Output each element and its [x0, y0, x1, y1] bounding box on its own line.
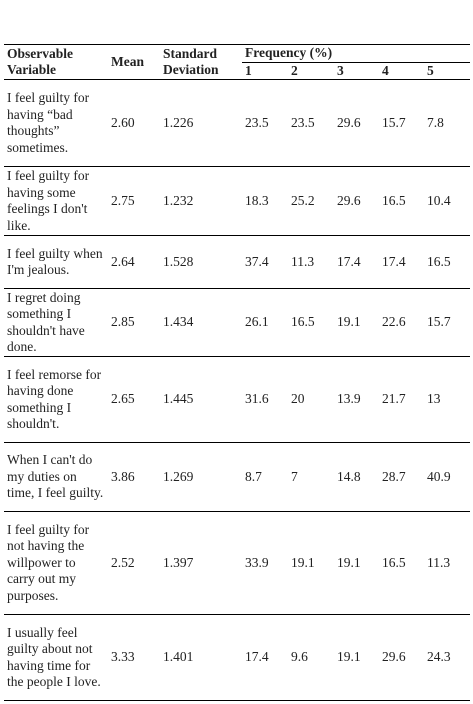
variable-cell: I feel guilty for having some feelings I…	[4, 166, 108, 236]
value-cell: 15.7	[424, 288, 470, 357]
header-level: 3	[334, 62, 379, 80]
header-variable: Observable Variable	[4, 44, 108, 80]
header-level: 1	[242, 62, 288, 80]
value-cell: 16.5	[379, 511, 424, 615]
value-cell: 2.65	[108, 356, 160, 443]
value-cell: 11.3	[424, 511, 470, 615]
value-cell: 17.4	[379, 235, 424, 289]
value-cell: 9.6	[288, 614, 334, 701]
value-cell: 1.226	[160, 79, 242, 167]
header-mean: Mean	[108, 44, 160, 80]
value-cell: 15.7	[379, 79, 424, 167]
value-cell: 16.5	[288, 288, 334, 357]
value-cell: 20	[288, 356, 334, 443]
value-cell: 7	[288, 442, 334, 512]
header-level: 5	[424, 62, 470, 80]
value-cell: 18.3	[242, 166, 288, 236]
value-cell: 1.269	[160, 442, 242, 512]
value-cell: 17.4	[334, 235, 379, 289]
variable-cell: When I can't do my duties on time, I fee…	[4, 442, 108, 512]
value-cell: 16.5	[379, 166, 424, 236]
value-cell: 29.6	[334, 166, 379, 236]
value-cell: 1.528	[160, 235, 242, 289]
value-cell: 31.6	[242, 356, 288, 443]
header-level: 2	[288, 62, 334, 80]
table-row: When I can't do my duties on time, I fee…	[4, 442, 470, 512]
value-cell: 11.3	[288, 235, 334, 289]
table-row: I feel guilty when I'm jealous. 2.64 1.528…	[4, 235, 470, 289]
value-cell: 29.6	[334, 79, 379, 167]
value-cell: 25.2	[288, 166, 334, 236]
value-cell: 1.401	[160, 614, 242, 701]
value-cell: 1.445	[160, 356, 242, 443]
value-cell: 19.1	[334, 288, 379, 357]
variable-cell: I usually feel guilty about not having t…	[4, 614, 108, 701]
value-cell: 29.6	[379, 614, 424, 701]
table-row: I feel guilty for not having the willpow…	[4, 511, 470, 615]
value-cell: 23.5	[288, 79, 334, 167]
variable-cell: I regret doing something I shouldn't hav…	[4, 288, 108, 357]
data-table: Observable Variable Mean Standard Deviat…	[4, 44, 470, 701]
value-cell: 8.7	[242, 442, 288, 512]
table-row: I usually feel guilty about not having t…	[4, 614, 470, 701]
value-cell: 28.7	[379, 442, 424, 512]
variable-cell: I feel remorse for having done something…	[4, 356, 108, 443]
value-cell: 2.60	[108, 79, 160, 167]
table-row: I feel guilty for having some feelings I…	[4, 166, 470, 236]
value-cell: 23.5	[242, 79, 288, 167]
value-cell: 1.397	[160, 511, 242, 615]
table-row: I regret doing something I shouldn't hav…	[4, 288, 470, 357]
value-cell: 2.75	[108, 166, 160, 236]
value-cell: 24.3	[424, 614, 470, 701]
value-cell: 3.86	[108, 442, 160, 512]
value-cell: 7.8	[424, 79, 470, 167]
value-cell: 26.1	[242, 288, 288, 357]
variable-cell: I feel guilty when I'm jealous.	[4, 235, 108, 289]
value-cell: 2.52	[108, 511, 160, 615]
value-cell: 13.9	[334, 356, 379, 443]
header-sd: Standard Deviation	[160, 44, 242, 80]
value-cell: 37.4	[242, 235, 288, 289]
variable-cell: I feel guilty for not having the willpow…	[4, 511, 108, 615]
value-cell: 2.64	[108, 235, 160, 289]
value-cell: 21.7	[379, 356, 424, 443]
variable-cell: I feel guilty for having “bad thoughts” …	[4, 79, 108, 167]
value-cell: 16.5	[424, 235, 470, 289]
value-cell: 14.8	[334, 442, 379, 512]
value-cell: 40.9	[424, 442, 470, 512]
value-cell: 1.434	[160, 288, 242, 357]
table-row: I feel guilty for having “bad thoughts” …	[4, 79, 470, 167]
header-level: 4	[379, 62, 424, 80]
value-cell: 19.1	[334, 614, 379, 701]
value-cell: 13	[424, 356, 470, 443]
value-cell: 2.85	[108, 288, 160, 357]
value-cell: 1.232	[160, 166, 242, 236]
value-cell: 19.1	[288, 511, 334, 615]
value-cell: 19.1	[334, 511, 379, 615]
value-cell: 10.4	[424, 166, 470, 236]
table-row: I feel remorse for having done something…	[4, 356, 470, 443]
value-cell: 3.33	[108, 614, 160, 701]
header-frequency: Frequency (%)	[242, 44, 470, 63]
value-cell: 22.6	[379, 288, 424, 357]
value-cell: 33.9	[242, 511, 288, 615]
value-cell: 17.4	[242, 614, 288, 701]
